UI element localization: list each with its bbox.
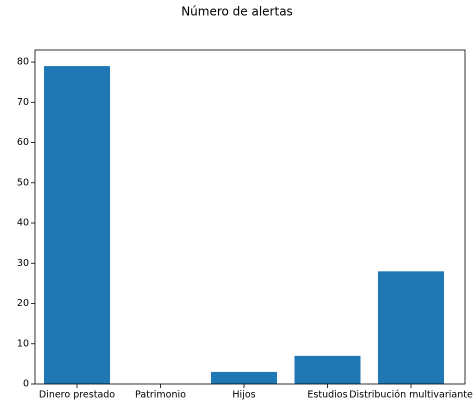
- x-tick-label: Dinero prestado: [39, 390, 115, 401]
- x-tick-label: Estudios: [307, 390, 347, 401]
- x-tick-label: Hijos: [232, 390, 255, 401]
- x-tick-label: Distribución multivariante: [349, 390, 473, 401]
- y-tick-label: 10: [17, 338, 29, 349]
- y-tick-label: 70: [17, 97, 29, 108]
- plot-frame: [34, 49, 466, 385]
- y-tick-label: 80: [17, 57, 29, 68]
- x-tick-label: Patrimonio: [135, 390, 186, 401]
- y-tick-label: 50: [17, 177, 29, 188]
- bar: [44, 66, 110, 385]
- y-tick-label: 60: [17, 137, 29, 148]
- y-tick-label: 0: [23, 379, 29, 390]
- bar: [294, 355, 361, 384]
- chart-title: Número de alertas: [181, 5, 293, 19]
- bar: [211, 371, 277, 384]
- y-tick-label: 30: [17, 258, 29, 269]
- y-tick-label: 40: [17, 218, 29, 229]
- bar: [378, 271, 444, 384]
- y-tick-label: 20: [17, 298, 29, 309]
